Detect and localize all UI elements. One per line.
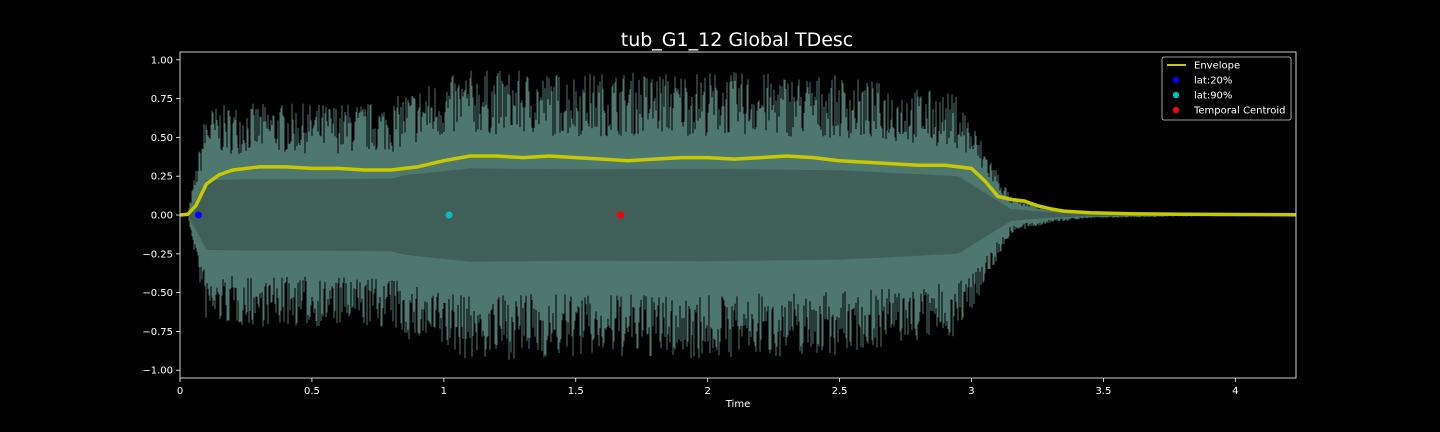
y-tick-label: 0.50 bbox=[151, 133, 173, 144]
y-tick-label: 1.00 bbox=[151, 55, 173, 66]
y-tick-label: −0.50 bbox=[142, 288, 173, 299]
legend-label: lat:20% bbox=[1194, 76, 1232, 87]
legend-marker-swatch bbox=[1172, 106, 1180, 114]
legend-marker-swatch bbox=[1172, 91, 1180, 99]
x-tick-label: 4 bbox=[1232, 386, 1238, 397]
y-tick-label: −0.25 bbox=[142, 249, 173, 260]
marker-layer bbox=[195, 211, 625, 219]
x-tick-label: 2 bbox=[704, 386, 710, 397]
legend-label: Envelope bbox=[1194, 61, 1240, 72]
x-tick-label: 3.5 bbox=[1095, 386, 1111, 397]
y-tick-label: −1.00 bbox=[142, 366, 173, 377]
y-tick-label: −0.75 bbox=[142, 327, 173, 338]
x-tick-label: 1 bbox=[441, 386, 447, 397]
plot-area bbox=[179, 51, 1297, 379]
y-tick-label: 0.75 bbox=[151, 94, 173, 105]
marker-temporal-centroid bbox=[617, 211, 625, 219]
x-tick-label: 1.5 bbox=[568, 386, 584, 397]
x-axis: 0 0.5 1 1.5 2 2.5 3 3.5 4 bbox=[177, 378, 1239, 397]
legend: Envelope lat:20% lat:90% Temporal Centroid bbox=[1161, 56, 1292, 121]
envelope-series bbox=[180, 154, 1296, 217]
y-tick-label: 0.25 bbox=[151, 172, 173, 183]
envelope-line bbox=[180, 154, 1296, 217]
legend-label: lat:90% bbox=[1194, 91, 1232, 102]
y-axis: 1.00 0.75 0.50 0.25 0.00 −0.25 −0.50 −0.75 −1.00 bbox=[142, 55, 180, 377]
chart-title: tub_G1_12 Global TDesc bbox=[621, 29, 854, 51]
marker-lat-20 bbox=[195, 211, 202, 219]
legend-box bbox=[1161, 56, 1292, 121]
x-axis-label: Time bbox=[725, 399, 750, 410]
y-tick-label: 0.00 bbox=[151, 211, 173, 222]
x-tick-label: 0 bbox=[177, 386, 183, 397]
legend-marker-swatch bbox=[1172, 76, 1180, 84]
legend-label: Temporal Centroid bbox=[1193, 106, 1286, 117]
x-tick-label: 2.5 bbox=[832, 386, 848, 397]
x-tick-label: 0.5 bbox=[304, 386, 320, 397]
marker-lat-90 bbox=[445, 211, 453, 219]
x-tick-label: 3 bbox=[968, 386, 974, 397]
